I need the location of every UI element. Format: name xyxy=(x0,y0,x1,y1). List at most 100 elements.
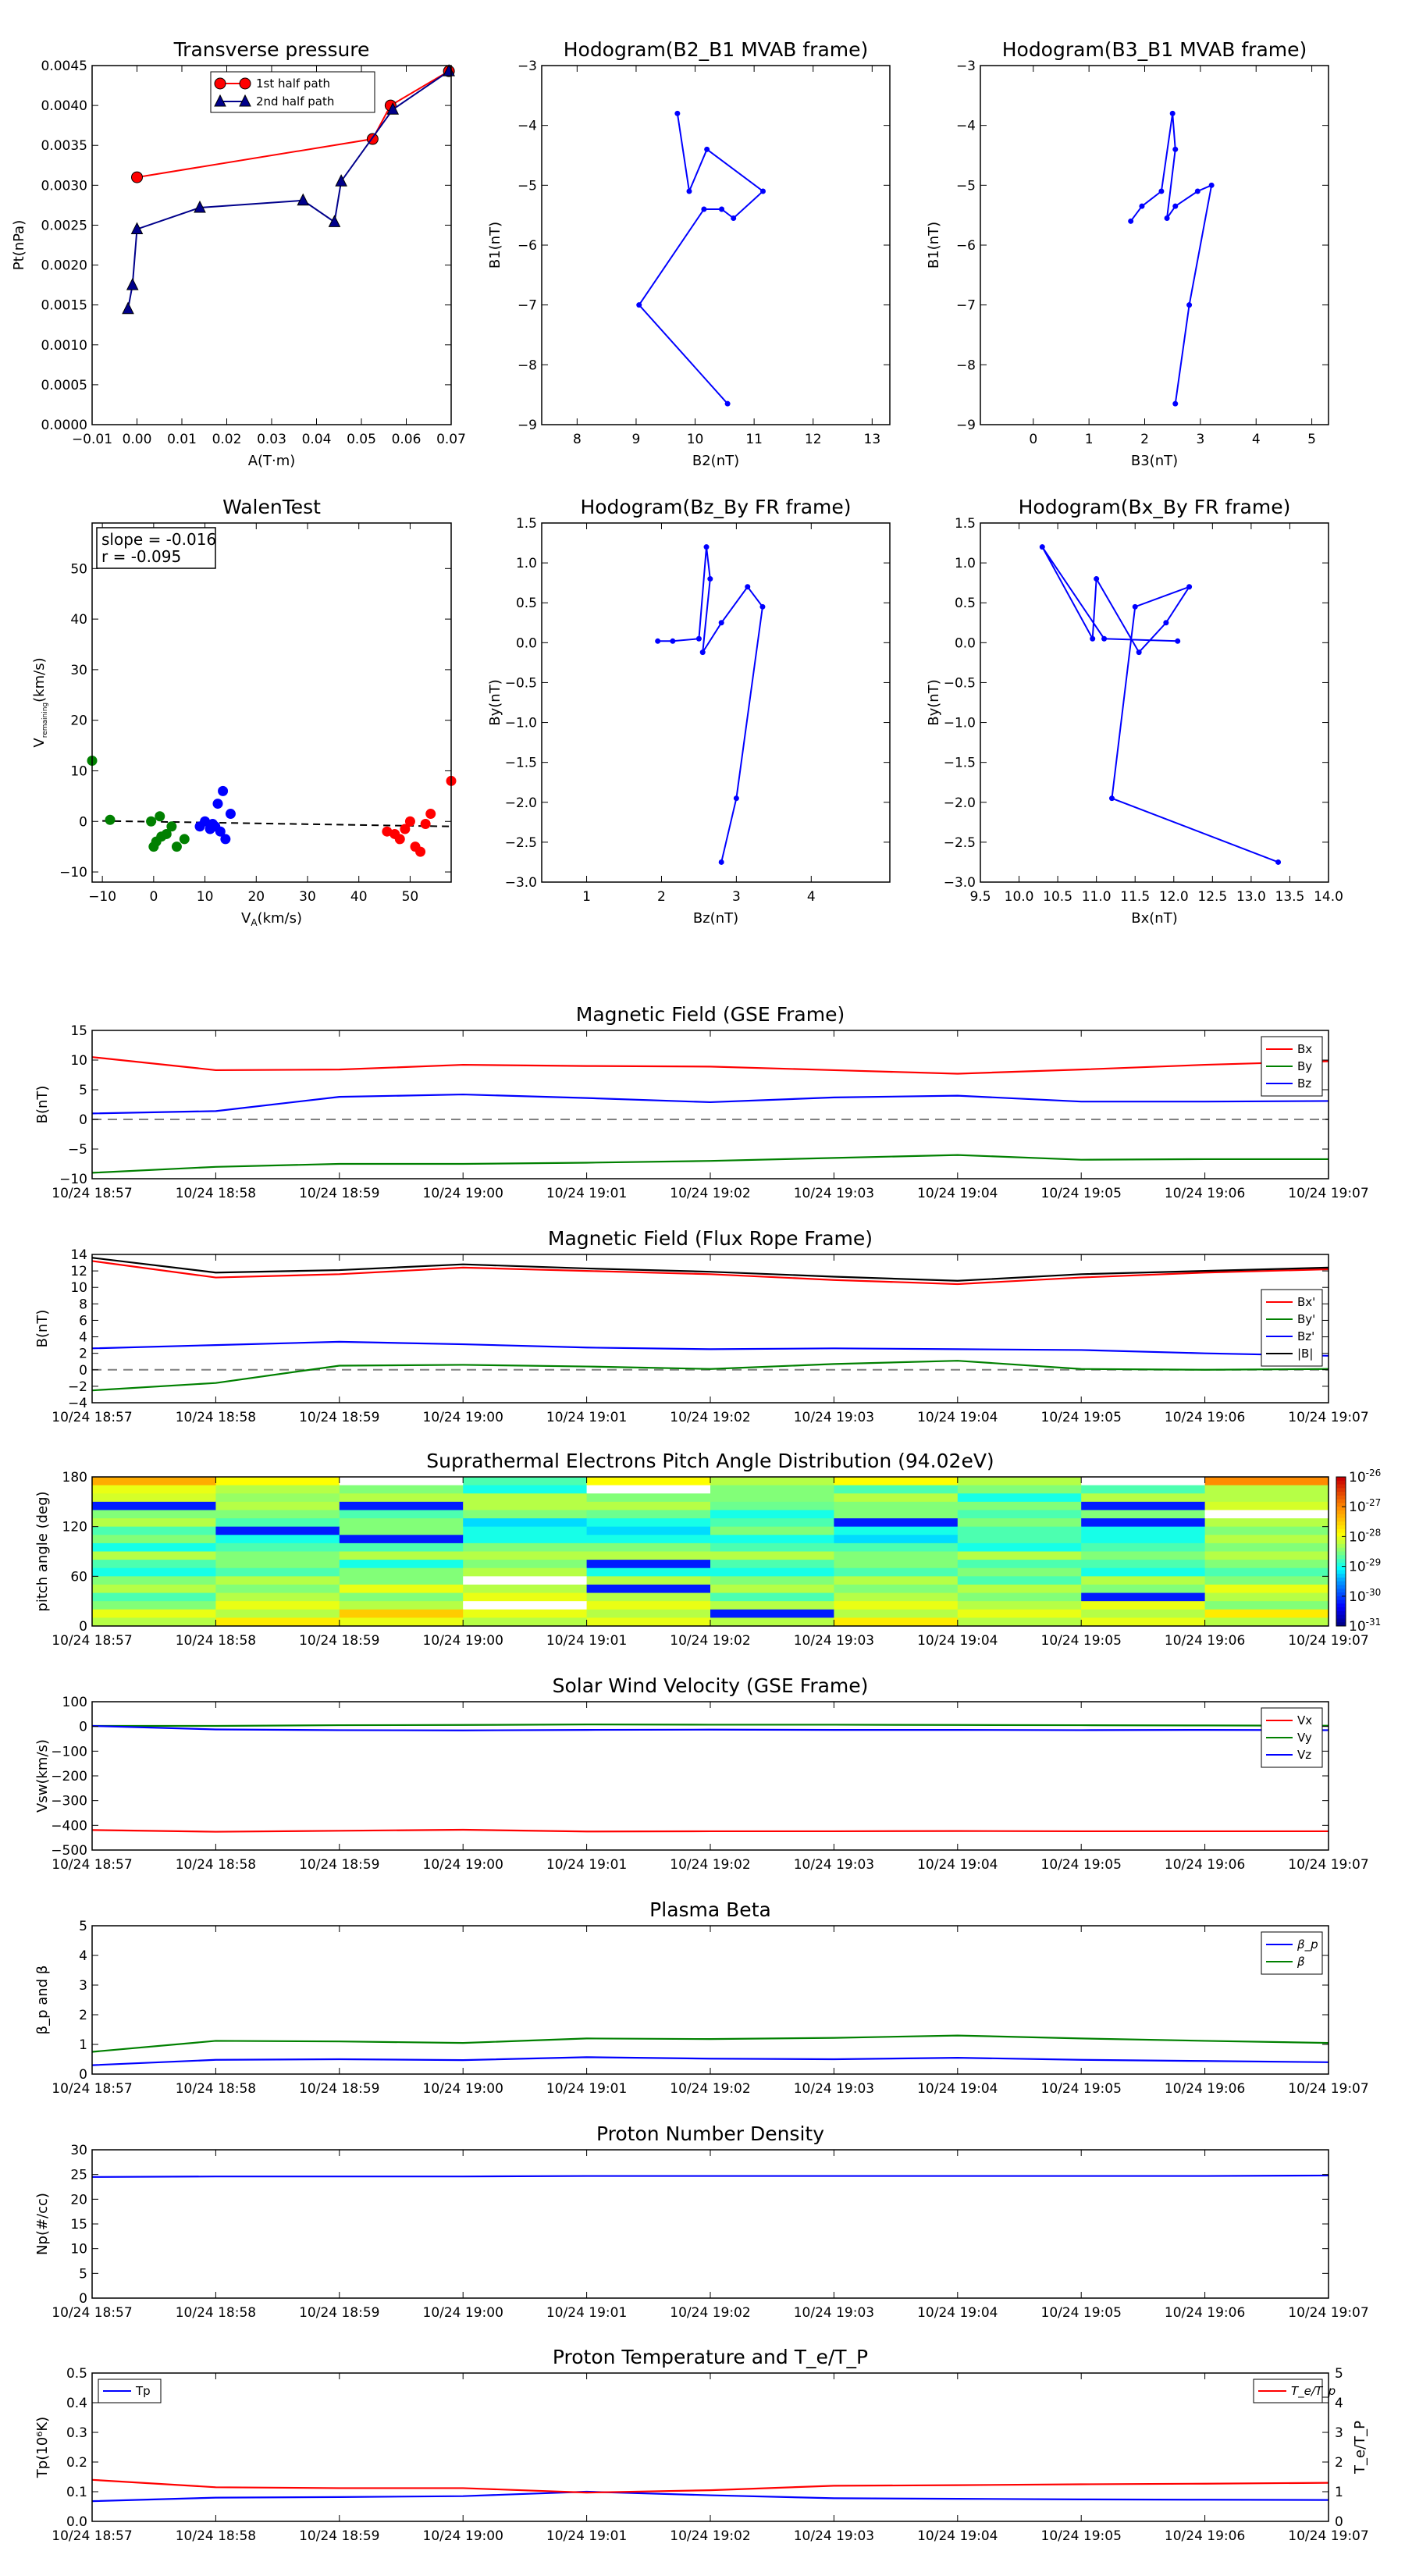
pitch-angle-colorbar-band xyxy=(1336,1585,1346,1589)
transverse-pressure-xtick-label: 0.04 xyxy=(302,432,332,447)
pitch-angle-cell xyxy=(215,1567,340,1577)
walen-test-xtick-label: 40 xyxy=(350,889,368,905)
transverse-pressure-xtick-label: 0.07 xyxy=(436,432,466,447)
hodogram-b3-b1-panel: Hodogram(B3_B1 MVAB frame) 0 1 2 3 4 5 −9 −8 −7 −6… xyxy=(926,38,1329,469)
hodogram-bz-by-xtick-label: 4 xyxy=(807,889,816,905)
walen-test-panel: WalenTest−10 0 10 20 30 40 50−1001020304050VA(… xyxy=(31,496,457,928)
pitch-angle-colorbar-band xyxy=(1336,1521,1346,1526)
hodogram-b2-b1-xtick-label: 13 xyxy=(864,432,881,447)
pitch-angle-cell xyxy=(339,1592,464,1602)
transverse-pressure-point xyxy=(335,174,347,187)
pitch-angle-cell xyxy=(586,1576,711,1585)
magnetic-field-fr-legend-label: Bx' xyxy=(1297,1295,1315,1309)
proton-temperature-time-label: 10/24 19:02 xyxy=(670,2528,750,2544)
walen-test-point xyxy=(215,826,226,837)
magnetic-field-gse-time-label: 10/24 18:58 xyxy=(176,1186,256,1201)
magnetic-field-gse-time-label: 10/24 18:57 xyxy=(52,1186,132,1201)
transverse-pressure-ytick-label: 0.0005 xyxy=(41,378,87,393)
proton-temperature-ylabel-right: T_e/T_P xyxy=(1352,2421,1368,2475)
hodogram-bz-by-ytick-label: −0.5 xyxy=(505,675,537,691)
magnetic-field-fr-series-1-line xyxy=(91,1360,1329,1392)
pitch-angle-colorbar-band xyxy=(1336,1559,1346,1564)
pitch-angle-cell xyxy=(1204,1535,1329,1544)
walen-test-point xyxy=(225,809,236,820)
hodogram-b2-b1-ytick-label: −8 xyxy=(518,358,537,373)
magnetic-field-fr-ytick-label: 6 xyxy=(79,1313,87,1329)
walen-test-point xyxy=(415,846,426,857)
transverse-pressure-point xyxy=(194,200,206,213)
pitch-angle-colorbar-band xyxy=(1336,1480,1346,1485)
pitch-angle-cell xyxy=(710,1535,834,1544)
pitch-angle-cell xyxy=(957,1560,1082,1569)
proton-density-ytick-label: 15 xyxy=(70,2217,87,2233)
magnetic-field-gse-series-2-line xyxy=(91,1093,1329,1115)
pitch-angle-cell xyxy=(215,1510,340,1519)
hodogram-bz-by-xtick-label: 1 xyxy=(582,889,591,905)
pitch-angle-colorbar-band xyxy=(1336,1592,1346,1597)
transverse-pressure-legend-marker xyxy=(214,77,226,90)
hodogram-b2-b1-xtick-label: 12 xyxy=(805,432,822,447)
walen-test-ytick-label: 30 xyxy=(70,663,87,678)
pitch-angle-cell xyxy=(834,1560,959,1569)
pitch-angle-colorbar-label-base: 10 xyxy=(1349,1619,1366,1635)
magnetic-field-gse-ytick-label: 0 xyxy=(79,1112,87,1128)
magnetic-field-gse-time-label: 10/24 19:03 xyxy=(794,1186,874,1201)
magnetic-field-gse-time-label: 10/24 19:06 xyxy=(1165,1186,1245,1201)
walen-test-xtick-label: 30 xyxy=(299,889,316,905)
pitch-angle-cell xyxy=(92,1617,216,1627)
walen-test-point xyxy=(200,816,211,827)
pitch-angle-colorbar-band xyxy=(1336,1517,1346,1522)
pitch-angle-cell xyxy=(586,1501,711,1510)
hodogram-b3-b1-point xyxy=(1169,110,1176,116)
pitch-angle-cell xyxy=(710,1567,834,1577)
proton-density-ytick-label: 10 xyxy=(70,2242,87,2258)
pitch-angle-colorbar-band xyxy=(1336,1570,1346,1574)
transverse-pressure-point xyxy=(131,171,143,183)
pitch-angle-colorbar-label: 10-28 xyxy=(1349,1527,1381,1545)
pitch-angle-cell xyxy=(586,1518,711,1528)
pitch-angle-time-label: 10/24 19:04 xyxy=(917,1633,998,1649)
hodogram-b3-b1-point xyxy=(1186,302,1193,308)
pitch-angle-cell xyxy=(463,1560,588,1569)
walen-test-xlabel-main: V xyxy=(241,910,251,927)
hodogram-b2-b1-point xyxy=(636,302,642,308)
hodogram-bz-by-panel: Hodogram(Bz_By FR frame) 1 2 3 4 −3.0 −2.5 −2.0… xyxy=(487,496,891,927)
pitch-angle-cell xyxy=(834,1542,959,1552)
hodogram-b3-b1-point xyxy=(1194,188,1200,194)
pitch-angle-cell xyxy=(834,1584,959,1594)
transverse-pressure-legend-label: 1st half path xyxy=(256,76,330,91)
pitch-angle-colorbar-label-base: 10 xyxy=(1349,1500,1366,1515)
pitch-angle-cell xyxy=(215,1576,340,1585)
proton-temperature-time-label: 10/24 19:06 xyxy=(1165,2528,1245,2544)
hodogram-b3-b1-point xyxy=(1128,218,1134,224)
magnetic-field-fr-time-label: 10/24 18:57 xyxy=(52,1410,132,1425)
magnetic-field-fr-series-0-line xyxy=(91,1260,1329,1286)
solar-wind-velocity-time-label: 10/24 19:07 xyxy=(1288,1857,1368,1873)
proton-temperature-time-label: 10/24 18:59 xyxy=(299,2528,379,2544)
pitch-angle-cell xyxy=(710,1617,834,1627)
solar-wind-velocity-ytick-label: 0 xyxy=(79,1720,87,1735)
plasma-beta-legend-box xyxy=(1261,1931,1323,1975)
pitch-angle-cell xyxy=(92,1601,216,1610)
magnetic-field-gse-time-label: 10/24 19:00 xyxy=(423,1186,503,1201)
hodogram-b3-b1-xtick-label: 0 xyxy=(1029,432,1037,447)
pitch-angle-cell xyxy=(834,1518,959,1528)
transverse-pressure-point xyxy=(328,215,341,227)
pitch-angle-colorbar-band xyxy=(1336,1499,1346,1503)
pitch-angle-cell xyxy=(215,1560,340,1569)
pitch-angle-cell xyxy=(339,1576,464,1585)
pitch-angle-time-label: 10/24 19:00 xyxy=(423,1633,503,1649)
pitch-angle-cell xyxy=(586,1551,711,1560)
magnetic-field-fr-time-label: 10/24 19:07 xyxy=(1288,1410,1368,1425)
walen-test-xlabel: VA(km/s) xyxy=(241,910,302,928)
hodogram-bz-by-ytick-label: 1.5 xyxy=(516,516,537,532)
pitch-angle-cell xyxy=(463,1526,588,1535)
pitch-angle-cell xyxy=(463,1617,588,1627)
magnetic-field-fr-legend-label: Bz' xyxy=(1297,1329,1314,1343)
hodogram-bz-by-point xyxy=(707,576,713,582)
plasma-beta-time-label: 10/24 19:02 xyxy=(670,2081,750,2097)
hodogram-bx-by-xtick-label: 11.5 xyxy=(1120,889,1150,905)
pitch-angle-colorbar-band xyxy=(1336,1596,1346,1601)
pitch-angle-cell xyxy=(215,1535,340,1544)
